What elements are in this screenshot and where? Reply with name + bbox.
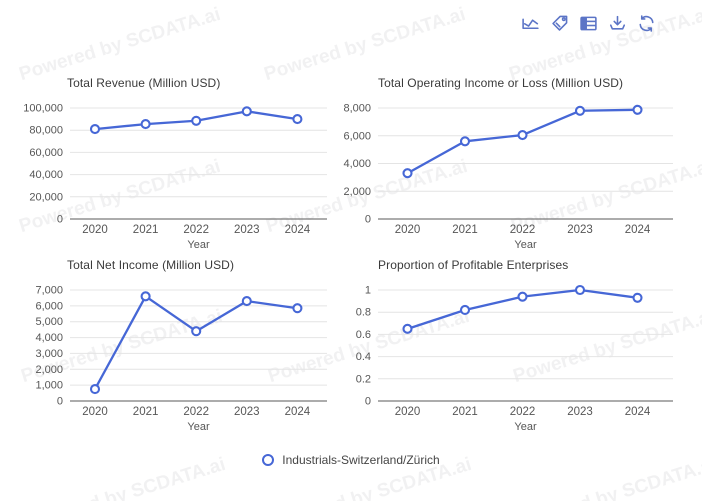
x-axis-title: Year [514,239,537,251]
y-tick-label: 20,000 [29,191,63,203]
chart-title: Total Net Income (Million USD) [67,258,235,272]
x-tick-label: 2022 [510,224,536,236]
x-tick-label: 2023 [234,224,260,236]
data-point[interactable] [140,291,151,302]
x-tick-label: 2020 [395,224,421,236]
data-point[interactable] [292,114,303,125]
data-point[interactable] [517,291,528,302]
y-tick-label: 7,000 [35,285,63,297]
chart-title: Proportion of Profitable Enterprises [378,258,569,272]
data-point[interactable] [89,384,101,395]
data-point[interactable] [574,105,586,116]
data-point[interactable] [402,323,413,334]
chart-operating-income: Total Operating Income or Loss (Million … [330,74,680,254]
y-tick-label: 0.2 [356,373,371,385]
chart-net-income: Total Net Income (Million USD) 0 1,000 2,0… [20,256,335,436]
data-line [93,295,299,391]
x-tick-label: 2020 [82,406,108,418]
data-point[interactable] [632,292,643,303]
data-point[interactable] [459,304,471,316]
y-tick-label: 8,000 [343,103,371,115]
y-tick-label: 100,000 [23,103,63,115]
legend-item[interactable]: Industrials-Switzerland/Zürich [0,453,702,467]
x-tick-label: 2022 [510,406,536,418]
x-tick-label: 2021 [133,224,159,236]
download-icon[interactable] [608,14,627,33]
x-tick-label: 2022 [183,224,209,236]
legend-label: Industrials-Switzerland/Zürich [282,453,440,467]
line-plot: 0 2,000 4,000 6,000 8,000 2020 2021 2022 2023 202… [343,103,673,251]
x-tick-label: 2024 [625,224,651,236]
x-tick-label: 2021 [452,406,478,418]
data-point[interactable] [402,168,413,179]
y-tick-label: 0 [365,396,371,408]
y-tick-label: 80,000 [29,125,63,137]
data-point[interactable] [191,326,202,337]
data-point[interactable] [140,119,151,130]
data-point[interactable] [292,303,303,314]
y-tick-label: 2,000 [35,364,63,376]
x-tick-label: 2021 [133,406,159,418]
y-tick-label: 0 [57,214,63,226]
line-plot: 0 20,000 40,000 60,000 80,000 100,000 2020 2021… [23,103,327,251]
y-tick-label: 0 [365,214,371,226]
x-tick-label: 2024 [285,406,311,418]
x-tick-label: 2020 [395,406,421,418]
y-tick-label: 4,000 [35,332,63,344]
y-tick-label: 3,000 [35,348,63,360]
x-tick-label: 2023 [567,406,593,418]
x-tick-label: 2024 [285,224,311,236]
x-tick-label: 2023 [567,224,593,236]
line-plot: 0 0.2 0.4 0.6 0.8 1 2020 2021 2022 2023 2024 Year [356,284,673,433]
x-tick-label: 2022 [183,406,209,418]
data-point[interactable] [517,130,528,141]
x-axis-title: Year [514,421,537,433]
chart-title: Total Operating Income or Loss (Million … [378,76,624,90]
y-tick-label: 0.4 [356,351,371,363]
tag-icon[interactable] [550,14,569,33]
data-point[interactable] [89,124,101,135]
data-point[interactable] [632,104,643,115]
x-tick-label: 2023 [234,406,260,418]
y-tick-label: 1,000 [35,380,63,392]
y-tick-label: 6,000 [343,130,371,142]
y-tick-label: 0.8 [356,307,371,319]
chart-toolbar [521,14,656,33]
data-point[interactable] [574,284,586,296]
chart-total-revenue: Total Revenue (Million USD) 0 20,000 40,00… [20,74,335,254]
data-point[interactable] [241,106,252,117]
y-tick-label: 0.6 [356,329,371,341]
chart-title: Total Revenue (Million USD) [67,76,221,90]
data-point[interactable] [191,115,202,126]
refresh-icon[interactable] [637,14,656,33]
x-tick-label: 2021 [452,224,478,236]
y-tick-label: 0 [57,396,63,408]
y-tick-label: 4,000 [343,158,371,170]
line-chart-icon[interactable] [521,14,540,33]
x-tick-label: 2020 [82,224,108,236]
y-tick-label: 6,000 [35,300,63,312]
data-point[interactable] [459,136,471,147]
data-point[interactable] [241,296,252,307]
line-plot: 0 1,000 2,000 3,000 4,000 5,000 6,000 7,000 2020… [35,285,327,433]
x-tick-label: 2024 [625,406,651,418]
y-tick-label: 40,000 [29,169,63,181]
table-icon[interactable] [579,14,598,33]
y-tick-label: 5,000 [35,316,63,328]
y-tick-label: 60,000 [29,147,63,159]
y-tick-label: 1 [365,285,371,297]
y-tick-label: 2,000 [343,186,371,198]
x-axis-title: Year [187,239,210,251]
x-axis-title: Year [187,421,210,433]
legend-marker-icon [262,454,275,466]
chart-profitable-proportion: Proportion of Profitable Enterprises 0 0.… [330,256,680,436]
